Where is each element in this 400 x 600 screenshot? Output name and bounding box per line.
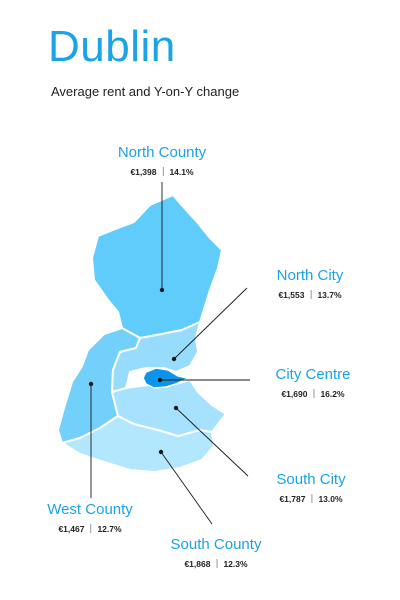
- page-title: Dublin: [48, 22, 176, 71]
- region-name-west-county: West County: [47, 501, 133, 518]
- region-name-south-city: South City: [276, 471, 346, 488]
- leader-line-south-city: [175, 407, 249, 477]
- region-stats-north-county: €1,398 14.1%: [118, 167, 206, 177]
- rent-west-county: €1,467: [58, 524, 85, 534]
- region-north-city[interactable]: [111, 321, 201, 393]
- label-west-county: West County €1,467 12.7%: [47, 501, 133, 534]
- change-south-city: 13.0%: [318, 494, 343, 504]
- label-south-county: South County €1,868 12.3%: [171, 536, 262, 569]
- leader-dot-south-county: [158, 449, 164, 455]
- leader-dot-north-county: [159, 287, 165, 293]
- region-stats-city-centre: €1,690 16.2%: [275, 389, 350, 399]
- change-north-county: 14.1%: [169, 167, 194, 177]
- rent-south-county: €1,868: [184, 559, 211, 569]
- label-city-centre: City Centre €1,690 16.2%: [275, 366, 350, 399]
- region-name-city-centre: City Centre: [275, 366, 351, 383]
- region-stats-west-county: €1,467 12.7%: [47, 524, 133, 534]
- label-north-county: North County €1,398 14.1%: [118, 144, 206, 177]
- leader-lines: [88, 182, 250, 525]
- region-north-county[interactable]: [91, 194, 223, 339]
- region-stats-south-city: €1,787 13.0%: [276, 494, 345, 504]
- leader-dot-city-centre: [157, 377, 163, 383]
- stats-divider: [216, 559, 218, 568]
- stats-divider: [313, 389, 315, 398]
- rent-north-city: €1,553: [278, 290, 305, 300]
- page-subtitle: Average rent and Y-on-Y change: [51, 84, 240, 99]
- change-north-city: 13.7%: [317, 290, 342, 300]
- change-west-county: 12.7%: [97, 524, 122, 534]
- leader-dot-west-county: [88, 381, 94, 387]
- stats-divider: [311, 494, 313, 503]
- region-stats-south-county: €1,868 12.3%: [171, 559, 262, 569]
- rent-city-centre: €1,690: [281, 389, 308, 399]
- leader-line-south-county: [160, 451, 213, 525]
- region-city-centre[interactable]: [142, 367, 189, 389]
- region-name-north-city: North City: [276, 267, 344, 284]
- rent-south-city: €1,787: [279, 494, 306, 504]
- region-name-south-county: South County: [170, 536, 262, 553]
- rent-north-county: €1,398: [130, 167, 157, 177]
- region-south-city[interactable]: [111, 379, 227, 437]
- leader-dot-north-city: [171, 356, 177, 362]
- stats-divider: [162, 167, 164, 176]
- region-name-north-county: North County: [117, 144, 207, 161]
- label-north-city: North City €1,553 13.7%: [277, 267, 344, 300]
- region-stats-north-city: €1,553 13.7%: [277, 290, 344, 300]
- leader-dot-south-city: [173, 405, 179, 411]
- stats-divider: [90, 524, 92, 533]
- label-south-city: South City €1,787 13.0%: [276, 471, 345, 504]
- change-south-county: 12.3%: [223, 559, 248, 569]
- change-city-centre: 16.2%: [320, 389, 345, 399]
- leader-line-north-city: [173, 287, 248, 360]
- stats-divider: [310, 290, 312, 299]
